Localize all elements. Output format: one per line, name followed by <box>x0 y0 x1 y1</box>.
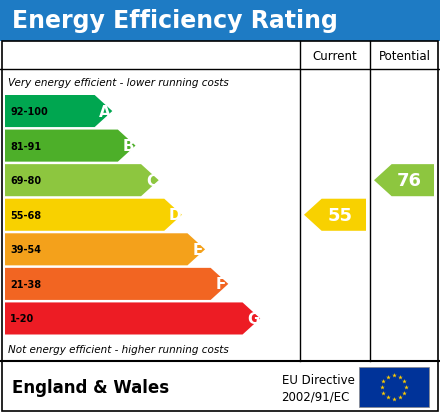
Bar <box>2 361 438 411</box>
Text: G: G <box>247 311 260 326</box>
Text: 21-38: 21-38 <box>10 279 41 289</box>
Text: 76: 76 <box>397 172 422 190</box>
Polygon shape <box>5 130 136 162</box>
Text: 92-100: 92-100 <box>10 107 48 117</box>
Text: A: A <box>99 104 111 119</box>
Text: 39-54: 39-54 <box>10 245 41 255</box>
Text: Current: Current <box>313 50 357 62</box>
Text: 2002/91/EC: 2002/91/EC <box>282 390 350 403</box>
Text: Very energy efficient - lower running costs: Very energy efficient - lower running co… <box>8 78 229 88</box>
Text: Potential: Potential <box>379 50 431 62</box>
Polygon shape <box>304 199 366 231</box>
Polygon shape <box>5 199 182 231</box>
Polygon shape <box>5 96 112 128</box>
Text: Not energy efficient - higher running costs: Not energy efficient - higher running co… <box>8 344 229 354</box>
Text: 81-91: 81-91 <box>10 141 41 151</box>
Polygon shape <box>5 165 159 197</box>
Text: 55: 55 <box>328 206 353 224</box>
Text: C: C <box>146 173 157 188</box>
Bar <box>359 367 429 407</box>
Text: 55-68: 55-68 <box>10 210 41 220</box>
Bar <box>2 42 438 361</box>
Polygon shape <box>5 268 228 300</box>
Text: F: F <box>216 277 227 292</box>
Polygon shape <box>5 303 260 335</box>
Text: EU Directive: EU Directive <box>282 373 355 386</box>
Text: D: D <box>169 208 181 223</box>
Polygon shape <box>374 165 434 197</box>
Text: Energy Efficiency Rating: Energy Efficiency Rating <box>12 9 338 33</box>
Text: 69-80: 69-80 <box>10 176 41 186</box>
Text: E: E <box>193 242 203 257</box>
Bar <box>0 0 440 42</box>
Polygon shape <box>5 234 205 266</box>
Text: England & Wales: England & Wales <box>12 378 169 396</box>
Text: 1-20: 1-20 <box>10 314 34 324</box>
Text: B: B <box>123 139 134 154</box>
Bar <box>0 361 440 413</box>
